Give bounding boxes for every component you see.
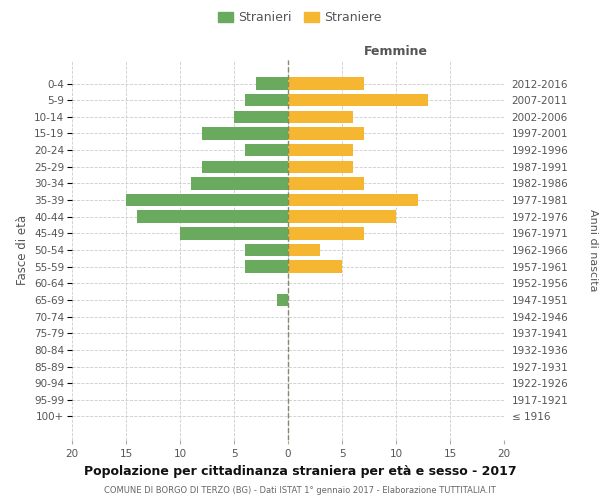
Bar [288,144,353,156]
Y-axis label: Anni di nascita: Anni di nascita [588,209,598,291]
Bar [288,160,353,173]
Bar [288,194,418,206]
Bar [288,127,364,140]
Bar [245,94,288,106]
Bar [137,210,288,223]
Bar [202,127,288,140]
Y-axis label: Fasce di età: Fasce di età [16,215,29,285]
Bar [288,94,428,106]
Text: Femmine: Femmine [364,45,428,58]
Bar [288,210,396,223]
Text: Popolazione per cittadinanza straniera per età e sesso - 2017: Popolazione per cittadinanza straniera p… [83,464,517,477]
Bar [245,144,288,156]
Bar [126,194,288,206]
Bar [202,160,288,173]
Bar [288,260,342,273]
Bar [256,78,288,90]
Bar [277,294,288,306]
Bar [288,244,320,256]
Bar [288,177,364,190]
Bar [180,227,288,239]
Bar [191,177,288,190]
Bar [288,110,353,123]
Legend: Stranieri, Straniere: Stranieri, Straniere [213,6,387,29]
Bar [288,78,364,90]
Bar [288,227,364,239]
Bar [245,244,288,256]
Bar [234,110,288,123]
Text: COMUNE DI BORGO DI TERZO (BG) - Dati ISTAT 1° gennaio 2017 - Elaborazione TUTTIT: COMUNE DI BORGO DI TERZO (BG) - Dati IST… [104,486,496,495]
Bar [245,260,288,273]
